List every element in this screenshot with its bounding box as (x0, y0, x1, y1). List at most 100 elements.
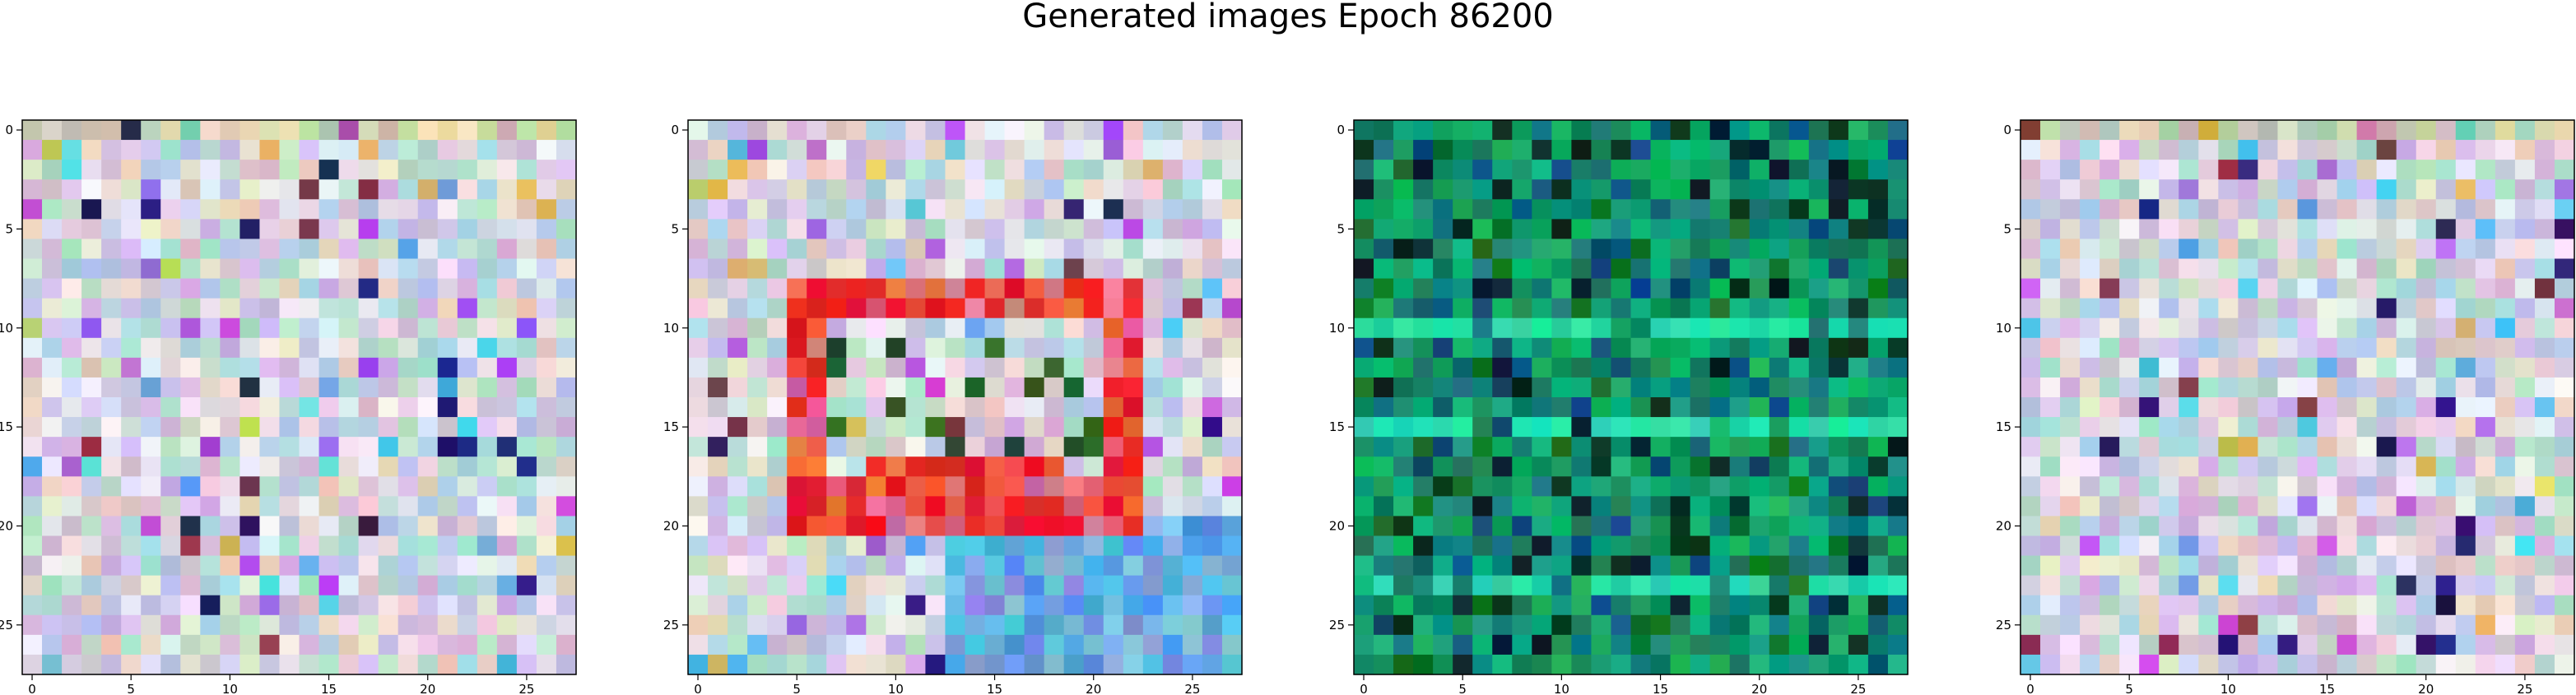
pixel-cell (1044, 338, 1065, 359)
pixel-cell (556, 199, 577, 220)
pixel-cell (1848, 199, 1869, 220)
pixel-cell (1631, 496, 1652, 517)
pixel-cell (2318, 199, 2338, 220)
pixel-cell (1868, 338, 1889, 359)
pixel-cell (2178, 338, 2199, 359)
pixel-cell (1104, 595, 1124, 616)
pixel-cell (1222, 160, 1243, 180)
pixel-cell (259, 536, 280, 557)
pixel-cell (1551, 655, 1572, 675)
pixel-cell (1671, 397, 1691, 418)
pixel-cell (826, 496, 847, 517)
pixel-cell (1413, 536, 1434, 557)
pixel-cell (1671, 536, 1691, 557)
pixel-cell (2416, 179, 2437, 200)
pixel-cell (1064, 476, 1085, 497)
pixel-cell (1571, 299, 1592, 319)
pixel-cell (517, 259, 537, 280)
pixel-cell (1433, 635, 1453, 656)
pixel-cell (438, 476, 458, 497)
pixel-cell (2436, 199, 2457, 220)
pixel-cell (1084, 576, 1104, 596)
pixel-cell (200, 179, 221, 200)
pixel-cell (2416, 615, 2437, 636)
pixel-cell (2397, 635, 2417, 656)
pixel-cell (1064, 516, 1085, 536)
pixel-cell (220, 259, 240, 280)
pixel-cell (2495, 179, 2516, 200)
pixel-cell (2555, 595, 2575, 616)
pixel-cell (359, 595, 379, 616)
pixel-cell (1202, 199, 1223, 220)
pixel-cell (826, 239, 847, 259)
pixel-cell (339, 318, 360, 339)
pixel-cell (1143, 437, 1164, 457)
pixel-cell (1064, 160, 1085, 180)
pixel-cell (220, 496, 240, 517)
pixel-cell (1829, 338, 1849, 359)
pixel-cell (359, 199, 379, 220)
pixel-cell (1472, 140, 1493, 160)
pixel-cell (1064, 536, 1085, 557)
pixel-cell (2515, 239, 2536, 259)
pixel-cell (418, 437, 439, 457)
pixel-cell (319, 556, 340, 577)
pixel-cell (2535, 496, 2555, 517)
pixel-cell (2397, 338, 2417, 359)
pixel-cell (2159, 378, 2179, 398)
pixel-cell (2298, 397, 2318, 418)
pixel-cell (2238, 199, 2258, 220)
pixel-cell (2159, 279, 2179, 299)
pixel-cell (985, 437, 1006, 457)
pixel-cell (2060, 358, 2081, 378)
pixel-cell (1123, 358, 1144, 378)
pixel-cell (1163, 595, 1183, 616)
pixel-cell (826, 456, 847, 477)
pixel-cell (1163, 615, 1183, 636)
pixel-cell (239, 437, 260, 457)
pixel-cell (2198, 140, 2219, 160)
y-tick-label: 0 (1337, 123, 1345, 137)
pixel-cell (728, 299, 748, 319)
pixel-cell (1750, 655, 1770, 675)
pixel-cell (319, 655, 340, 675)
pixel-cell (1183, 556, 1203, 577)
pixel-cell (1104, 378, 1124, 398)
pixel-cell (1750, 239, 1770, 259)
pixel-cell (418, 338, 439, 359)
pixel-cell (1611, 556, 1631, 577)
pixel-cell (2139, 338, 2160, 359)
pixel-cell (2416, 397, 2437, 418)
pixel-cell (2277, 615, 2298, 636)
pixel-cell (1393, 378, 1414, 398)
pixel-cell (556, 635, 577, 656)
pixel-cell (1064, 299, 1085, 319)
pixel-cell (2238, 219, 2258, 239)
pixel-cell (1730, 595, 1751, 616)
pixel-cell (1750, 120, 1770, 141)
pixel-cell (2020, 219, 2041, 239)
pixel-cell (438, 456, 458, 477)
pixel-cell (1123, 496, 1144, 517)
pixel-cell (708, 259, 728, 280)
pixel-cell (339, 417, 360, 438)
pixel-cell (379, 496, 399, 517)
pixel-cell (279, 239, 300, 259)
pixel-cell (2257, 338, 2278, 359)
pixel-cell (438, 536, 458, 557)
pixel-cell (239, 576, 260, 596)
pixel-cell (1433, 120, 1453, 141)
pixel-cell (1809, 279, 1830, 299)
pixel-cell (1710, 219, 1731, 239)
pixel-cell (319, 576, 340, 596)
pixel-cell (2178, 259, 2199, 280)
pixel-cell (1143, 655, 1164, 675)
pixel-cell (398, 199, 419, 220)
pixel-cell (398, 259, 419, 280)
pixel-cell (458, 635, 478, 656)
pixel-cell (2238, 615, 2258, 636)
pixel-cell (1571, 456, 1592, 477)
pixel-cell (1183, 140, 1203, 160)
pixel-cell (2238, 299, 2258, 319)
pixel-cell (2535, 397, 2555, 418)
